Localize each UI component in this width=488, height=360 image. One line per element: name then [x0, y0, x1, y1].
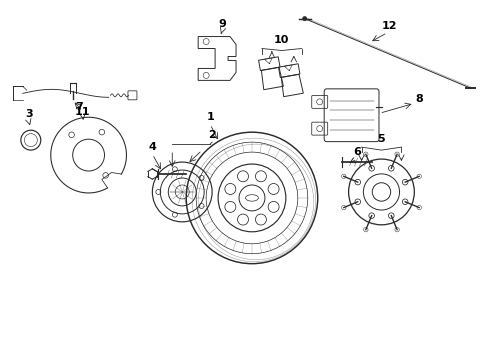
Text: 6: 6: [353, 147, 361, 157]
Circle shape: [302, 17, 306, 21]
Text: 4: 4: [148, 142, 156, 152]
Text: 11: 11: [75, 107, 90, 117]
Text: 12: 12: [381, 21, 396, 31]
Text: 1: 1: [206, 112, 214, 122]
Text: 9: 9: [218, 19, 225, 28]
Text: 2: 2: [208, 130, 216, 140]
Text: 5: 5: [377, 134, 385, 144]
Text: 10: 10: [274, 35, 289, 45]
Text: 7: 7: [75, 102, 82, 112]
Text: 3: 3: [25, 109, 33, 119]
Text: 8: 8: [415, 94, 422, 104]
